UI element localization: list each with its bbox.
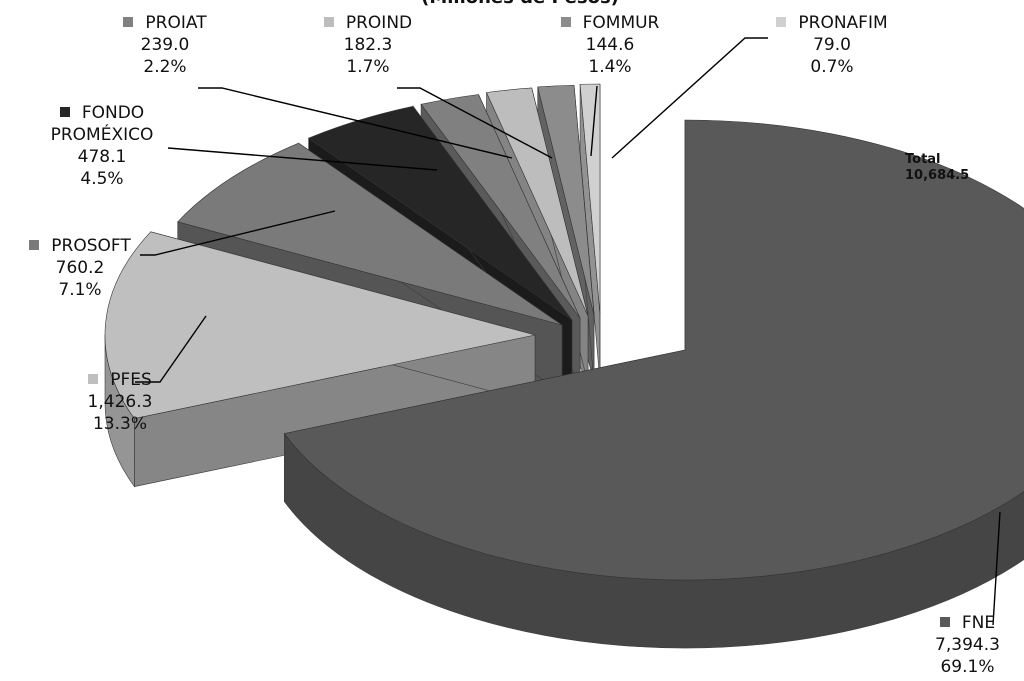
leader-line-pronafim: [611, 37, 768, 159]
total-value: 10,684.5: [905, 168, 970, 183]
name-pronafim: PRONAFIM: [798, 13, 888, 33]
name-pfes: PFES: [110, 370, 152, 390]
total-label: Total: [905, 152, 941, 167]
pie-slices: [104, 83, 1024, 649]
label-prosoft: PROSOFT 760.2 7.1%: [5, 235, 155, 301]
swatch-pronafim: [776, 17, 787, 27]
value-prosoft: 760.2: [55, 258, 105, 278]
leader-line-fondo-promexico: [167, 147, 438, 171]
leader-line-proind: [397, 87, 553, 159]
value-fommur: 144.6: [585, 35, 635, 55]
label-fne: FNE 7,394.3 69.1%: [915, 612, 1020, 678]
slice-top-proiat: [420, 94, 581, 319]
percent-fondo-promexico: 4.5%: [80, 169, 124, 189]
name-fommur: FOMMUR: [582, 13, 660, 33]
label-fommur: FOMMUR 144.6 1.4%: [540, 12, 680, 78]
value-pfes: 1,426.3: [87, 392, 153, 412]
name-fne: FNE: [961, 613, 996, 633]
slice-top-proind: [486, 87, 589, 317]
leader-line-prosoft: [140, 210, 336, 256]
slice-pfes: [104, 231, 536, 488]
swatch-pfes: [88, 374, 99, 384]
swatch-fommur: [560, 17, 571, 27]
slice-top-fommur: [537, 84, 595, 316]
name-fondo-promexico-line1: FONDO: [81, 103, 145, 123]
percent-pfes: 13.3%: [92, 414, 147, 434]
name-prosoft: PROSOFT: [51, 236, 131, 256]
slice-fne: [283, 119, 1024, 649]
leader-line-fne: [992, 511, 1001, 626]
slice-top-fne: [283, 119, 1024, 581]
leader-line-fommur: [590, 85, 598, 157]
swatch-prosoft: [29, 240, 40, 250]
percent-proiat: 2.2%: [143, 57, 187, 77]
slice-top-pronafim: [579, 83, 601, 315]
swatch-fne: [939, 617, 950, 627]
swatch-proiat: [123, 17, 134, 27]
name-fondo-promexico-line2: PROMÉXICO: [50, 125, 154, 145]
value-proiat: 239.0: [140, 35, 190, 55]
value-proind: 182.3: [343, 35, 393, 55]
name-proiat: PROIAT: [145, 13, 207, 33]
chart-title: (Millones de Pesos): [380, 0, 660, 8]
value-fondo-promexico: 478.1: [77, 147, 127, 167]
percent-fne: 69.1%: [940, 657, 995, 677]
leader-line-proiat: [198, 87, 513, 159]
swatch-fondo-promexico: [59, 107, 70, 117]
label-pronafim: PRONAFIM 79.0 0.7%: [752, 12, 912, 78]
percent-pronafim: 0.7%: [810, 57, 854, 77]
label-proiat: PROIAT 239.0 2.2%: [95, 12, 235, 78]
label-proind: PROIND 182.3 1.7%: [298, 12, 438, 78]
value-pronafim: 79.0: [813, 35, 851, 55]
total-annotation: Total 10,684.5: [905, 152, 969, 184]
swatch-proind: [323, 17, 334, 27]
label-pfes: PFES 1,426.3 13.3%: [60, 369, 180, 435]
slice-pronafim: [579, 83, 601, 383]
slice-top-pfes: [104, 231, 536, 419]
slice-top-prosoft: [177, 142, 563, 326]
leader-line-pfes: [135, 315, 207, 383]
name-proind: PROIND: [345, 13, 413, 33]
leader-lines: [135, 37, 1001, 626]
percent-fommur: 1.4%: [588, 57, 632, 77]
percent-prosoft: 7.1%: [58, 280, 102, 300]
percent-proind: 1.7%: [346, 57, 390, 77]
value-fne: 7,394.3: [935, 635, 1000, 655]
label-fondo-promexico: FONDO PROMÉXICO 478.1 4.5%: [22, 102, 182, 190]
